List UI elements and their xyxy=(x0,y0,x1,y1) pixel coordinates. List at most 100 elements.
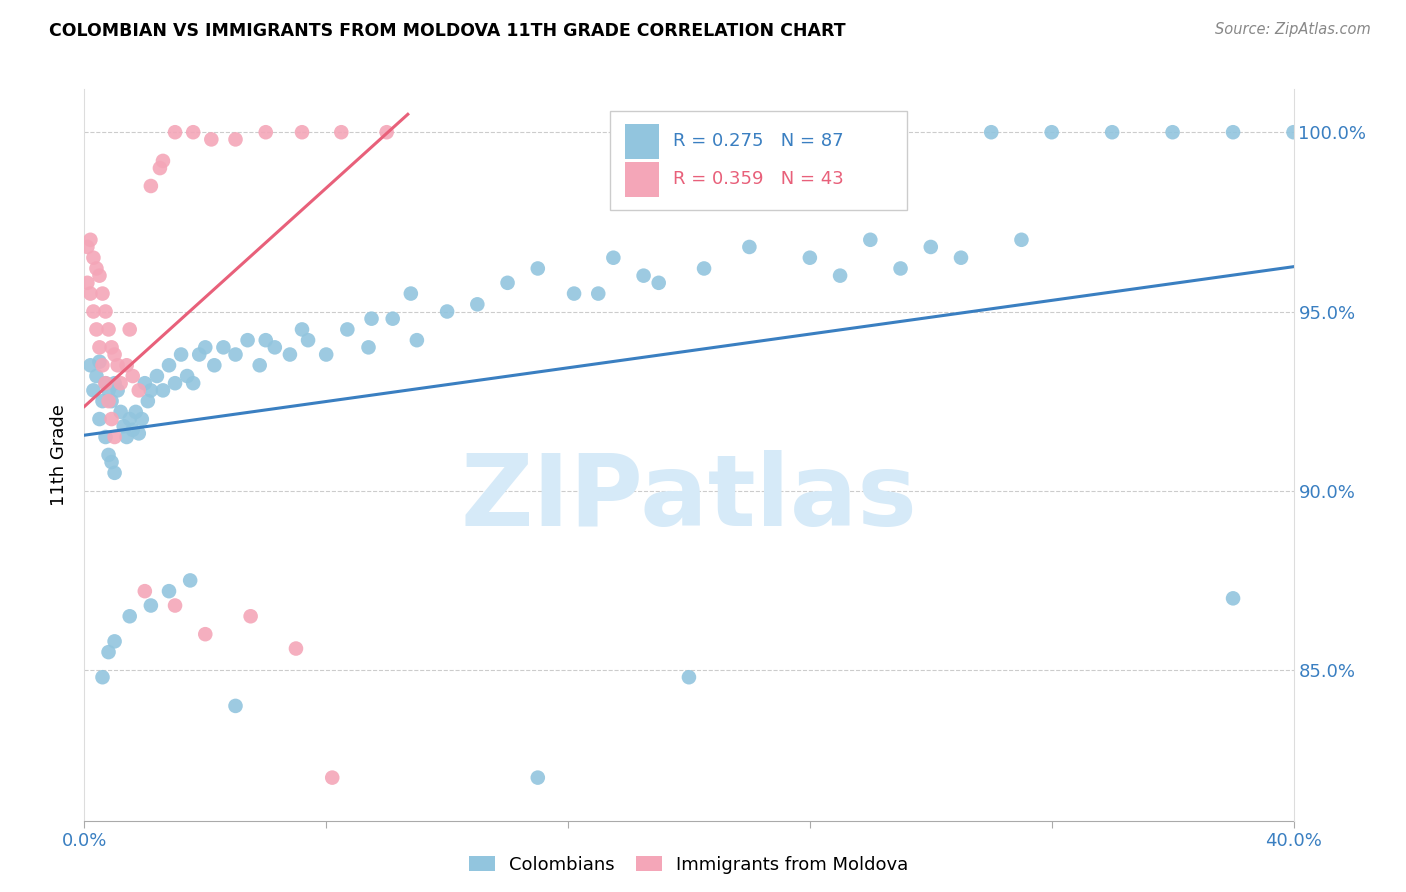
Point xyxy=(859,233,882,247)
Point xyxy=(165,125,187,139)
Point xyxy=(112,419,135,434)
Point xyxy=(139,179,162,194)
Point xyxy=(225,347,247,361)
Point xyxy=(375,125,398,139)
Point xyxy=(1011,233,1033,247)
Point xyxy=(104,430,127,444)
Point xyxy=(82,304,104,318)
Point xyxy=(157,359,180,373)
Point xyxy=(1222,125,1244,139)
Point xyxy=(139,384,162,398)
Point xyxy=(104,376,127,391)
Point xyxy=(315,347,337,361)
Point xyxy=(648,276,671,290)
Text: COLOMBIAN VS IMMIGRANTS FROM MOLDOVA 11TH GRADE CORRELATION CHART: COLOMBIAN VS IMMIGRANTS FROM MOLDOVA 11T… xyxy=(49,22,846,40)
Point xyxy=(134,376,156,391)
Point xyxy=(236,333,259,347)
Point xyxy=(86,322,108,336)
Point xyxy=(82,384,104,398)
Point xyxy=(131,412,153,426)
FancyBboxPatch shape xyxy=(624,124,659,159)
Point xyxy=(1222,591,1244,606)
Point xyxy=(89,340,111,354)
Point xyxy=(128,426,150,441)
Point xyxy=(633,268,655,283)
Point xyxy=(527,771,550,785)
Point xyxy=(212,340,235,354)
Point xyxy=(115,430,138,444)
Point xyxy=(920,240,942,254)
Point xyxy=(254,333,277,347)
Point xyxy=(86,261,108,276)
Point xyxy=(179,574,201,588)
Point xyxy=(110,376,132,391)
Text: Source: ZipAtlas.com: Source: ZipAtlas.com xyxy=(1215,22,1371,37)
Point xyxy=(89,268,111,283)
Point xyxy=(165,376,187,391)
Point xyxy=(436,304,458,318)
Point xyxy=(115,359,138,373)
Point xyxy=(249,359,271,373)
Point xyxy=(357,340,380,354)
Point xyxy=(170,347,193,361)
Point xyxy=(181,376,204,391)
Point xyxy=(121,369,143,384)
Point xyxy=(693,261,716,276)
Point xyxy=(100,455,122,469)
Point xyxy=(91,394,114,409)
Point xyxy=(406,333,429,347)
Point xyxy=(678,670,700,684)
Point xyxy=(91,286,114,301)
Point xyxy=(97,384,120,398)
Point xyxy=(399,286,422,301)
Point xyxy=(1161,125,1184,139)
Point xyxy=(330,125,353,139)
Point xyxy=(588,286,610,301)
Point xyxy=(100,340,122,354)
Point xyxy=(125,405,148,419)
Text: R = 0.275   N = 87: R = 0.275 N = 87 xyxy=(673,132,844,150)
Point xyxy=(76,240,98,254)
Point xyxy=(104,634,127,648)
Point xyxy=(202,359,225,373)
Point xyxy=(225,698,247,713)
Point xyxy=(118,322,141,336)
Point xyxy=(97,394,120,409)
Point xyxy=(97,645,120,659)
Point xyxy=(285,641,308,656)
Point xyxy=(79,359,101,373)
Point xyxy=(110,405,132,419)
Point xyxy=(128,384,150,398)
Point xyxy=(496,276,519,290)
Text: ZIPatlas: ZIPatlas xyxy=(461,450,917,548)
Point xyxy=(94,304,117,318)
Point xyxy=(263,340,285,354)
Point xyxy=(225,132,247,146)
Point xyxy=(107,359,129,373)
Point xyxy=(79,233,101,247)
Point xyxy=(94,376,117,391)
Legend: Colombians, Immigrants from Moldova: Colombians, Immigrants from Moldova xyxy=(463,848,915,881)
Point xyxy=(467,297,489,311)
Point xyxy=(1282,125,1305,139)
Point xyxy=(107,384,129,398)
Point xyxy=(830,268,852,283)
Point xyxy=(89,354,111,368)
Point xyxy=(86,369,108,384)
Point xyxy=(602,251,624,265)
Point xyxy=(890,261,912,276)
Point xyxy=(104,466,127,480)
Point xyxy=(157,584,180,599)
Point xyxy=(100,394,122,409)
Point xyxy=(381,311,404,326)
Point xyxy=(139,599,162,613)
Point xyxy=(239,609,262,624)
Point xyxy=(194,340,217,354)
Point xyxy=(79,286,101,301)
Point xyxy=(97,322,120,336)
Point xyxy=(121,423,143,437)
Point xyxy=(360,311,382,326)
Point xyxy=(118,412,141,426)
Point xyxy=(321,771,343,785)
Point xyxy=(149,161,172,175)
